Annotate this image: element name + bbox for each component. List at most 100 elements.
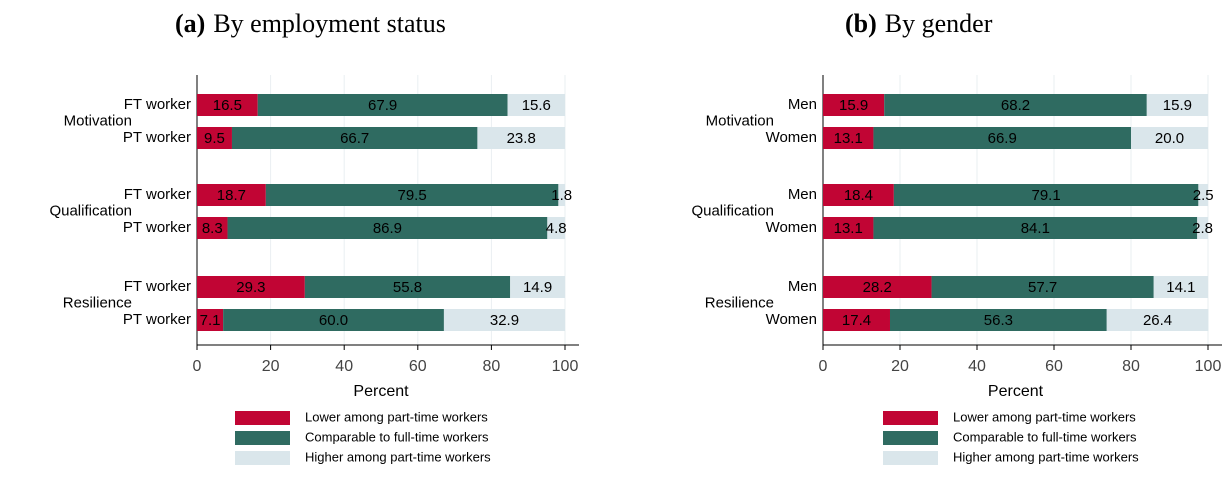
value-label: 18.4 (844, 187, 873, 204)
value-label: 15.6 (522, 97, 551, 114)
legend-label: Higher among part-time workers (953, 449, 1139, 464)
x-tick-label: 0 (819, 358, 828, 375)
legend-label: Lower among part-time workers (305, 409, 488, 424)
legend-swatch (235, 411, 290, 425)
bar-segment (197, 127, 232, 149)
bar-segment (223, 309, 444, 331)
x-tick-label: 40 (968, 358, 986, 375)
bar-segment (197, 94, 258, 116)
value-label: 14.9 (523, 279, 552, 296)
category-label: PT worker (123, 219, 191, 236)
x-tick-label: 100 (1195, 358, 1222, 375)
value-label: 68.2 (1001, 97, 1030, 114)
value-label: 2.5 (1193, 187, 1214, 204)
value-label: 13.1 (834, 220, 863, 237)
bar-segment (893, 184, 1199, 206)
legend-swatch (235, 431, 290, 445)
panel-label: (a) (175, 9, 205, 38)
bar-segment (265, 184, 559, 206)
bar-segment (547, 217, 565, 239)
group-label: Qualification (49, 202, 132, 219)
x-tick-label: 100 (552, 358, 579, 375)
value-label: 67.9 (368, 97, 397, 114)
value-label: 7.1 (200, 312, 221, 329)
chart-title: (b) By gender (845, 9, 993, 38)
group-label: Resilience (705, 294, 774, 311)
category-label: Women (766, 219, 817, 236)
value-label: 18.7 (217, 187, 246, 204)
value-label: 23.8 (507, 130, 536, 147)
chart-title: (a) By employment status (175, 9, 446, 38)
bar-segment (257, 94, 508, 116)
legend-swatch (883, 431, 938, 445)
bar-segment (1106, 309, 1209, 331)
value-label: 79.5 (397, 187, 426, 204)
bar-segment (510, 276, 565, 298)
bar-segment (1153, 276, 1208, 298)
group-label: Resilience (63, 294, 132, 311)
value-label: 56.3 (984, 312, 1013, 329)
bar-segment (1197, 217, 1208, 239)
value-label: 86.9 (373, 220, 402, 237)
category-label: Men (788, 96, 817, 113)
bar-segment (443, 309, 565, 331)
group-label: Qualification (691, 202, 774, 219)
value-label: 9.5 (204, 130, 225, 147)
bar-segment (197, 184, 266, 206)
x-tick-label: 20 (891, 358, 909, 375)
legend-label: Comparable to full-time workers (305, 429, 489, 444)
bar-segment (558, 184, 565, 206)
value-label: 79.1 (1032, 187, 1061, 204)
legend-swatch (883, 451, 938, 465)
value-label: 66.7 (340, 130, 369, 147)
x-tick-label: 40 (335, 358, 353, 375)
x-tick-label: 60 (1045, 358, 1063, 375)
bar-segment (227, 217, 548, 239)
title-text: By employment status (213, 9, 446, 38)
bar-segment (477, 127, 565, 149)
value-label: 28.2 (863, 279, 892, 296)
value-label: 15.9 (1163, 97, 1192, 114)
legend-label: Comparable to full-time workers (953, 429, 1137, 444)
bar-segment (231, 127, 478, 149)
x-tick-label: 60 (409, 358, 427, 375)
bar-segment (197, 309, 224, 331)
value-label: 60.0 (319, 312, 348, 329)
bar-segment (1131, 127, 1208, 149)
value-label: 26.4 (1143, 312, 1172, 329)
legend-label: Lower among part-time workers (953, 409, 1136, 424)
legend-swatch (883, 411, 938, 425)
bar-segment (197, 276, 305, 298)
value-label: 17.4 (842, 312, 871, 329)
bar-segment (507, 94, 565, 116)
panel-label: (b) (845, 9, 877, 38)
bar-segment (304, 276, 511, 298)
value-label: 20.0 (1155, 130, 1184, 147)
bar-segment (823, 276, 932, 298)
bar-segment (931, 276, 1154, 298)
bar-segment (823, 309, 890, 331)
bar-segment (1198, 184, 1208, 206)
legend-swatch (235, 451, 290, 465)
category-label: Men (788, 186, 817, 203)
value-label: 16.5 (213, 97, 242, 114)
x-tick-label: 20 (262, 358, 280, 375)
x-tick-label: 0 (193, 358, 202, 375)
value-label: 8.3 (202, 220, 223, 237)
value-label: 32.9 (490, 312, 519, 329)
bar-segment (889, 309, 1107, 331)
value-label: 15.9 (839, 97, 868, 114)
category-label: Women (766, 311, 817, 328)
category-label: Women (766, 129, 817, 146)
bar-segment (873, 217, 1198, 239)
value-label: 1.8 (551, 187, 572, 204)
category-label: PT worker (123, 129, 191, 146)
bar-segment (884, 94, 1147, 116)
bar-segment (823, 127, 874, 149)
bar-segment (1146, 94, 1208, 116)
x-axis-label: Percent (988, 383, 1044, 400)
x-axis-label: Percent (353, 383, 409, 400)
value-label: 66.9 (988, 130, 1017, 147)
legend-label: Higher among part-time workers (305, 449, 491, 464)
bar-segment (823, 184, 894, 206)
